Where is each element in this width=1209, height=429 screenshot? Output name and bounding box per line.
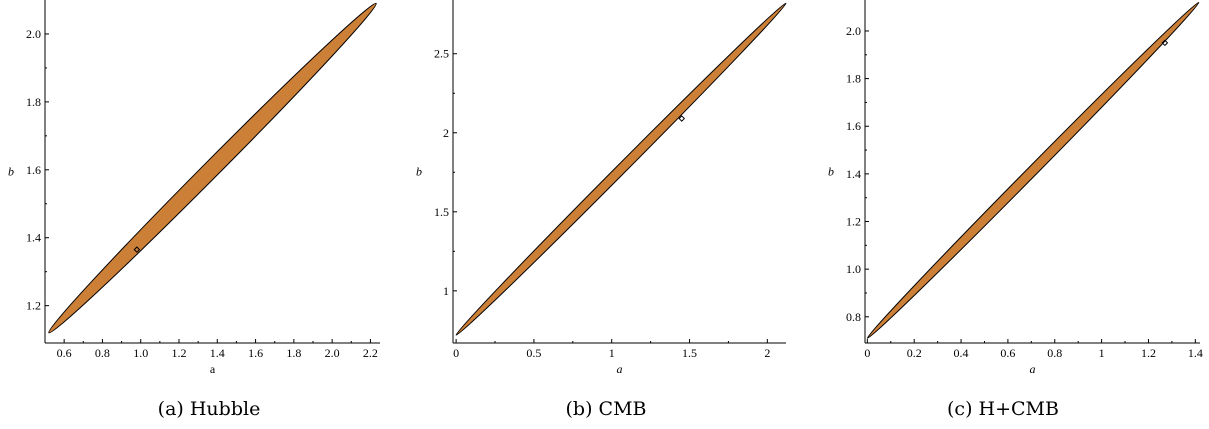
x-tick-label: 1.6: [248, 346, 263, 360]
confidence-region: [43, 0, 382, 339]
confidence-region: [864, 0, 1202, 342]
y-tick-label: 1.8: [846, 72, 861, 86]
y-tick-label: 0.8: [846, 310, 861, 324]
x-tick-label: 0.8: [95, 346, 110, 360]
y-tick-label: 1.2: [846, 215, 861, 229]
y-axis-label: b: [828, 165, 834, 179]
x-tick-label: 0.6: [1000, 346, 1015, 360]
y-tick-label: 1.4: [26, 231, 41, 245]
x-tick-label: 2.2: [363, 346, 378, 360]
y-tick-label: 2: [443, 126, 449, 140]
panel-h-cmb: 0 0.2 0.4 0.6 0.8 1 1.2 1.4 0.8 1.0 1.2 1.4 1.6 1.8 2.…: [828, 0, 1203, 376]
x-tick-label: 0: [864, 346, 870, 360]
x-tick-label: 0.8: [1047, 346, 1062, 360]
x-tick-label: 1: [1099, 346, 1105, 360]
x-tick-label: 0: [453, 346, 459, 360]
y-tick-label: 1.5: [434, 205, 449, 219]
x-tick-label: 1.2: [1141, 346, 1156, 360]
y-tick-label: 2.0: [846, 24, 861, 38]
x-tick-label: 0.5: [526, 346, 541, 360]
confidence-region: [453, 0, 790, 338]
x-tick-label: 2.0: [325, 346, 340, 360]
x-axis-label: a: [617, 362, 623, 376]
y-tick-label: 1.6: [26, 163, 41, 177]
caption-hubble: (a) Hubble: [158, 398, 261, 420]
y-tick-label: 1.2: [26, 299, 41, 313]
x-axis-label: a: [210, 362, 216, 376]
y-axis-label: b: [416, 165, 422, 179]
x-tick-label: 0.6: [57, 346, 72, 360]
y-tick-label: 1.4: [846, 167, 861, 181]
x-tick-label: 1.2: [172, 346, 187, 360]
caption-cmb: (b) CMB: [566, 398, 647, 420]
panel-cmb: 0 0.5 1 1.5 2 1 1.5 2 2.5 a b: [416, 0, 789, 376]
y-tick-label: 1: [443, 284, 449, 298]
panel-hubble: 0.6 0.8 1.0 1.2 1.4 1.6 1.8 2.0 2.2 1.2 1.4 1.6 1.8 2…: [8, 0, 382, 376]
x-tick-label: 1.0: [133, 346, 148, 360]
y-tick-label: 2.0: [26, 27, 41, 41]
y-axis-label: b: [8, 165, 14, 179]
x-tick-label: 1.4: [210, 346, 225, 360]
x-tick-label: 2: [764, 346, 770, 360]
x-tick-label: 1.5: [682, 346, 697, 360]
x-tick-label: 0.2: [907, 346, 922, 360]
x-tick-label: 1.4: [1188, 346, 1203, 360]
x-tick-label: 1: [609, 346, 615, 360]
x-axis-label: a: [1030, 362, 1036, 376]
y-tick-label: 1.8: [26, 95, 41, 109]
y-tick-label: 1.0: [846, 262, 861, 276]
x-tick-label: 0.4: [954, 346, 969, 360]
y-tick-label: 1.6: [846, 119, 861, 133]
caption-h-cmb: (c) H+CMB: [947, 398, 1059, 420]
x-tick-label: 1.8: [286, 346, 301, 360]
y-tick-label: 2.5: [434, 47, 449, 61]
